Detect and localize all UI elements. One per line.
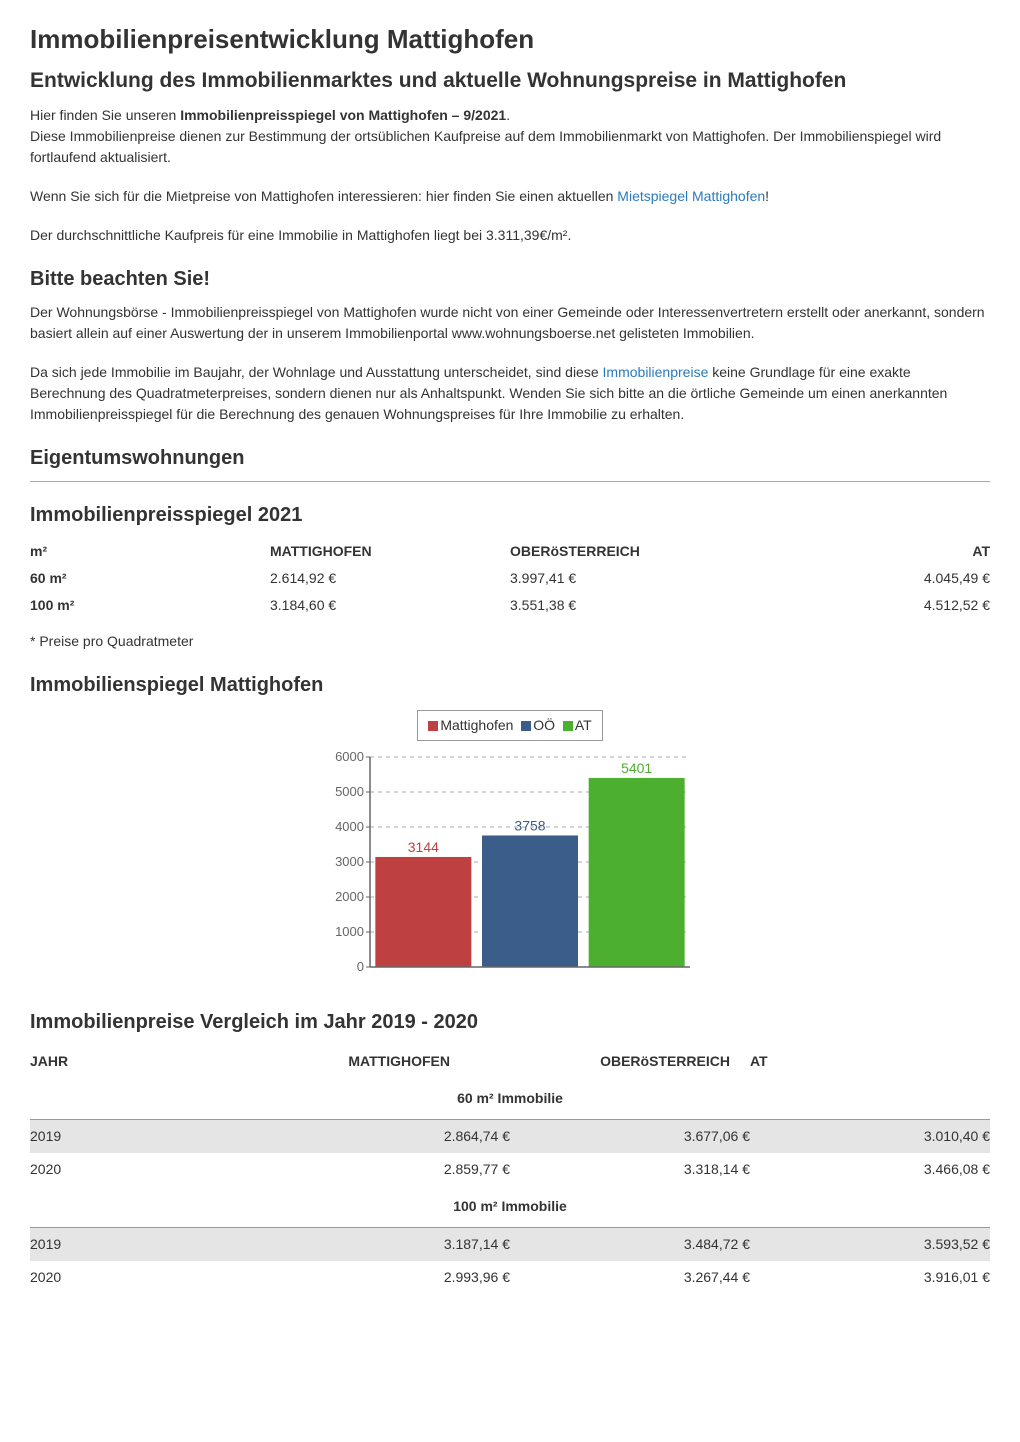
intro-paragraph: Hier finden Sie unseren Immobilienpreiss… [30,105,990,168]
th-year: JAHR [30,1045,241,1078]
compare-subheader: 60 m² Immobilie [30,1078,990,1120]
cell-country: 3.916,01 € [750,1261,990,1294]
th-region: OBERöSTERREICH [510,1045,750,1078]
section-chart-heading: Immobilienspiegel Mattighofen [30,670,990,700]
cell-country: 3.593,52 € [750,1227,990,1261]
notice-para2-prefix: Da sich jede Immobilie im Baujahr, der W… [30,364,603,380]
notice-heading: Bitte beachten Sie! [30,264,990,294]
cell-city: 3.187,14 € [241,1227,510,1261]
th-city: MATTIGHOFEN [241,1045,510,1078]
chart-container: Mattighofen OÖ AT 0 1000 2000 3000 4000 5000 6… [30,710,990,977]
notice-para2: Da sich jede Immobilie im Baujahr, der W… [30,362,990,425]
section-eigentum-heading: Eigentumswohnungen [30,443,990,473]
compare-subheader: 100 m² Immobilie [30,1186,990,1228]
immobilienpreise-link[interactable]: Immobilienpreise [603,364,709,380]
cell-region: 3.318,14 € [510,1153,750,1186]
legend-label-city: Mattighofen [440,717,513,733]
compare-group-title: 100 m² Immobilie [30,1186,990,1228]
cell-year: 2019 [30,1119,241,1153]
svg-text:5000: 5000 [335,784,364,799]
cell-year: 2020 [30,1153,241,1186]
section-divider [30,481,990,482]
compare-table: JAHR MATTIGHOFEN OBERöSTERREICH AT 60 m²… [30,1045,990,1294]
intro-bold: Immobilienpreisspiegel von Mattighofen –… [180,107,506,123]
cell-city: 2.614,92 € [270,565,510,592]
th-region: OBERöSTERREICH [510,538,798,565]
chart-legend: Mattighofen OÖ AT [417,710,602,741]
intro-prefix: Hier finden Sie unseren [30,107,180,123]
compare-header-row: JAHR MATTIGHOFEN OBERöSTERREICH AT [30,1045,990,1078]
avg-price-text: Der durchschnittliche Kaufpreis für eine… [30,225,990,246]
cell-city: 3.184,60 € [270,592,510,619]
cell-m2: 100 m² [30,592,270,619]
mietspiegel-prefix: Wenn Sie sich für die Mietpreise von Mat… [30,188,617,204]
legend-swatch-region [521,721,531,731]
th-city: MATTIGHOFEN [270,538,510,565]
cell-region: 3.997,41 € [510,565,798,592]
legend-swatch-country [563,721,573,731]
cell-region: 3.484,72 € [510,1227,750,1261]
mietspiegel-paragraph: Wenn Sie sich für die Mietpreise von Mat… [30,186,990,207]
mietspiegel-suffix: ! [765,188,769,204]
svg-text:1000: 1000 [335,924,364,939]
cell-m2: 60 m² [30,565,270,592]
th-country: AT [798,538,990,565]
table-row: 100 m² 3.184,60 € 3.551,38 € 4.512,52 € [30,592,990,619]
cell-region: 3.267,44 € [510,1261,750,1294]
cell-country: 3.010,40 € [750,1119,990,1153]
section-spiegel-2021-heading: Immobilienpreisspiegel 2021 [30,500,990,530]
svg-text:5401: 5401 [621,759,652,775]
table-row: 2019 2.864,74 € 3.677,06 € 3.010,40 € [30,1119,990,1153]
cell-country: 4.512,52 € [798,592,990,619]
table-row: 60 m² 2.614,92 € 3.997,41 € 4.045,49 € [30,565,990,592]
svg-text:2000: 2000 [335,889,364,904]
svg-text:6000: 6000 [335,749,364,764]
cell-region: 3.551,38 € [510,592,798,619]
cell-year: 2019 [30,1227,241,1261]
bar-chart: 0 1000 2000 3000 4000 5000 6000 3144 3758 5401 [320,747,700,977]
cell-region: 3.677,06 € [510,1119,750,1153]
cell-city: 2.859,77 € [241,1153,510,1186]
th-m2: m² [30,538,270,565]
intro-para2: Diese Immobilienpreise dienen zur Bestim… [30,128,941,165]
table-header-row: m² MATTIGHOFEN OBERöSTERREICH AT [30,538,990,565]
svg-text:3144: 3144 [408,838,439,854]
notice-para1: Der Wohnungsbörse - Immobilienpreisspieg… [30,302,990,344]
page-title: Immobilienpreisentwicklung Mattighofen [30,20,990,59]
page-subtitle: Entwicklung des Immobilienmarktes und ak… [30,65,990,97]
svg-text:3000: 3000 [335,854,364,869]
svg-text:4000: 4000 [335,819,364,834]
cell-year: 2020 [30,1261,241,1294]
table-row: 2020 2.993,96 € 3.267,44 € 3.916,01 € [30,1261,990,1294]
cell-country: 4.045,49 € [798,565,990,592]
table-row: 2019 3.187,14 € 3.484,72 € 3.593,52 € [30,1227,990,1261]
footnote: * Preise pro Quadratmeter [30,631,990,652]
cell-city: 2.864,74 € [241,1119,510,1153]
legend-swatch-city [428,721,438,731]
intro-suffix: . [506,107,510,123]
legend-label-region: OÖ [533,717,555,733]
legend-label-country: AT [575,717,592,733]
svg-text:3758: 3758 [514,817,545,833]
price-table-2021: m² MATTIGHOFEN OBERöSTERREICH AT 60 m² 2… [30,538,990,619]
compare-group-title: 60 m² Immobilie [30,1078,990,1120]
cell-city: 2.993,96 € [241,1261,510,1294]
table-row: 2020 2.859,77 € 3.318,14 € 3.466,08 € [30,1153,990,1186]
th-country: AT [750,1045,990,1078]
cell-country: 3.466,08 € [750,1153,990,1186]
section-compare-heading: Immobilienpreise Vergleich im Jahr 2019 … [30,1007,990,1037]
svg-text:0: 0 [357,959,364,974]
mietspiegel-link[interactable]: Mietspiegel Mattighofen [617,188,765,204]
